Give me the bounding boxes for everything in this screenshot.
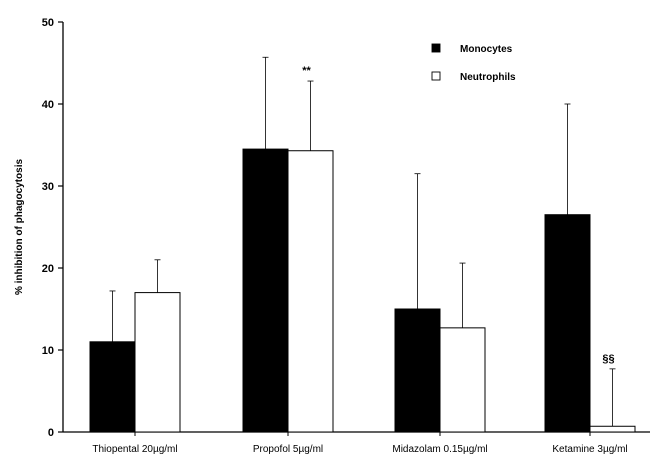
bar-neutrophils [134, 292, 181, 433]
y-tick-label: 20 [42, 263, 54, 275]
bar-monocytes [544, 214, 591, 433]
y-tick-label: 50 [42, 17, 54, 29]
x-tick-label: Ketamine 3µg/ml [552, 444, 627, 455]
bar-monocytes [89, 341, 136, 433]
y-tick-label: 40 [42, 99, 54, 111]
x-tick-label: Thiopental 20µg/ml [92, 444, 177, 455]
legend: Monocytes Neutrophils [431, 43, 516, 83]
bars [89, 56, 636, 433]
y-axis-title: % inhibition of phagocytosis [14, 159, 25, 296]
bar-monocytes [242, 148, 289, 433]
significance-marker: §§ [602, 353, 614, 365]
y-tick-label: 30 [42, 181, 54, 193]
annotations: ** §§ [302, 65, 614, 365]
significance-marker: ** [302, 65, 311, 77]
bar-neutrophils [439, 327, 486, 433]
legend-swatch-neutrophils [431, 71, 441, 81]
y-tick-label: 10 [42, 345, 54, 357]
x-axis: Thiopental 20µg/ml Propofol 5µg/ml Midazol… [63, 431, 650, 455]
bar-monocytes [394, 308, 441, 433]
y-axis: 0 10 20 30 40 50 % inhibition of phagocytosis [14, 17, 64, 439]
x-tick-label: Midazolam 0.15µg/ml [392, 444, 487, 455]
legend-label: Monocytes [460, 44, 513, 55]
legend-swatch-monocytes [431, 43, 441, 53]
y-tick-label: 0 [48, 427, 54, 439]
x-tick-label: Propofol 5µg/ml [253, 444, 323, 455]
bar-neutrophils [589, 425, 636, 433]
bar-neutrophils [287, 150, 334, 433]
legend-label: Neutrophils [460, 72, 516, 83]
